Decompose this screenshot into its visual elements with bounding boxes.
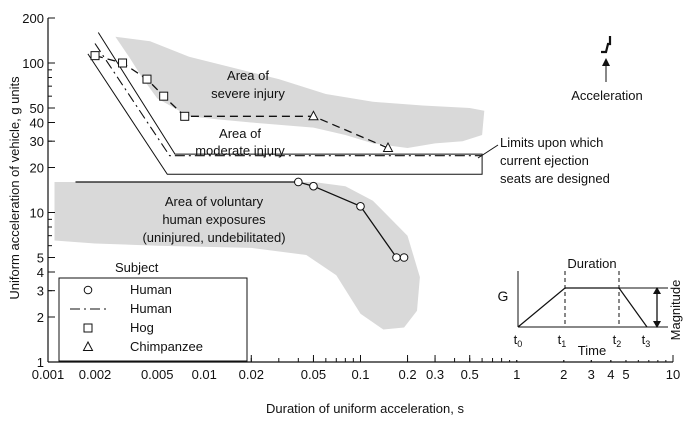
ejection-seat-limit-outline	[87, 32, 483, 175]
inset-time-tick-label: t1	[558, 332, 567, 349]
severe-injury-region	[115, 36, 485, 149]
y-tick-label: 5	[37, 251, 44, 266]
inset-duration-label: Duration	[567, 256, 616, 271]
moderate-injury-label: Area of moderate injury	[195, 126, 285, 158]
severe-injury-label: Area of severe injury	[211, 68, 285, 101]
inset-time-tick-label: t2	[613, 332, 622, 349]
y-tick-label: 4	[37, 265, 44, 280]
y-tick-label: 10	[30, 206, 44, 221]
x-tick-label: 1	[513, 367, 520, 382]
x-tick-label: 0.5	[461, 367, 479, 382]
legend-label: Hog	[130, 320, 154, 335]
y-tick-label: 30	[30, 134, 44, 149]
inset-magnitude-label: Magnitude	[668, 280, 683, 341]
x-tick-label: 3	[588, 367, 595, 382]
voluntary-exposure-label: Area of voluntary human exposures (uninjur…	[142, 194, 285, 245]
acceleration-arrow-head-icon	[602, 58, 610, 66]
y-tick-label: 200	[22, 11, 44, 26]
chimpanzee-data-point	[308, 110, 319, 121]
hog-data-point	[142, 74, 152, 84]
human-data-point	[392, 253, 401, 262]
human-data-point	[309, 181, 318, 191]
inset-time-label: Time	[578, 343, 606, 358]
y-tick-label: 3	[37, 284, 44, 299]
acceleration-glyph-icon	[601, 36, 612, 54]
y-tick-label: 20	[30, 160, 44, 175]
human-data-point	[294, 177, 303, 187]
inset-time-tick-label: t0	[514, 332, 523, 349]
x-tick-label: 0.002	[79, 367, 112, 382]
x-axis-title: Duration of uniform acceleration, s	[266, 401, 464, 416]
x-tick-label: 0.001	[32, 367, 65, 382]
x-tick-label: 4	[607, 367, 614, 382]
x-tick-label: 0.02	[239, 367, 264, 382]
inset-magnitude-arrow-down-icon	[653, 321, 661, 328]
hog-data-point	[180, 111, 190, 121]
legend-label: Human	[130, 282, 172, 297]
legend-label: Human	[130, 301, 172, 316]
x-tick-label: 0.1	[351, 367, 369, 382]
hog-data-point	[90, 51, 100, 61]
y-tick-label: 40	[30, 115, 44, 130]
human-limit-line	[94, 43, 483, 157]
acceleration-label: Acceleration	[571, 88, 643, 103]
legend-marker-chimpanzee	[82, 340, 94, 351]
ejection-seat-limits-label: Limits upon which current ejection seats a…	[500, 135, 610, 186]
inset-magnitude-arrow-up-icon	[653, 287, 661, 294]
limits-leader-line	[477, 144, 499, 159]
hog-data-point	[118, 58, 128, 68]
inset-pulse-line	[517, 287, 648, 328]
x-tick-label: 5	[622, 367, 629, 382]
inset-g-label: G	[498, 288, 509, 304]
legend-title: Subject	[115, 260, 159, 275]
y-tick-label: 1	[37, 355, 44, 370]
x-tick-label: 0.2	[398, 367, 416, 382]
legend-label: Chimpanzee	[130, 339, 203, 354]
y-tick-label: 2	[37, 310, 44, 325]
human-data-point	[399, 253, 409, 262]
human-data-point	[356, 202, 365, 211]
x-tick-label: 10	[666, 367, 680, 382]
inset-time-tick-label: t3	[642, 332, 651, 349]
y-tick-label: 100	[22, 56, 44, 71]
y-tick-label: 50	[30, 101, 44, 116]
legend-marker-human-circle	[83, 285, 93, 295]
y-axis-title: Uniform acceleration of vehicle, g units	[7, 76, 22, 300]
x-tick-label: 0.05	[301, 367, 326, 382]
chimpanzee-data-point	[382, 141, 394, 153]
inset-background	[508, 258, 668, 360]
legend-marker-hog	[83, 323, 93, 333]
x-tick-label: 0.01	[192, 367, 217, 382]
x-tick-label: 2	[560, 367, 567, 382]
voluntary-exposure-region	[54, 182, 420, 330]
x-tick-label: 0.3	[426, 367, 444, 382]
x-tick-label: 0.005	[141, 367, 174, 382]
hog-data-point	[159, 91, 169, 101]
